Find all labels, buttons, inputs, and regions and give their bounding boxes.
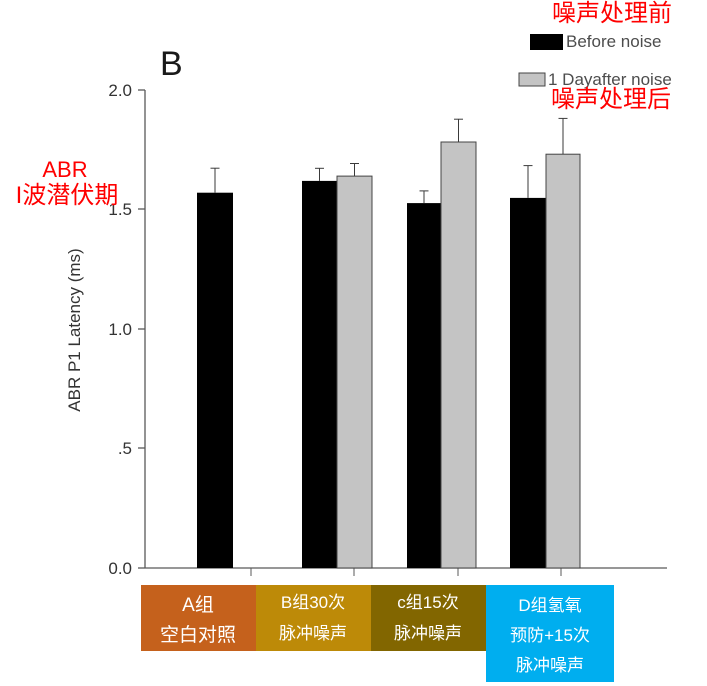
svg-text:c组15次: c组15次 bbox=[397, 593, 458, 612]
svg-text:I波潜伏期: I波潜伏期 bbox=[16, 182, 119, 209]
svg-text:0.0: 0.0 bbox=[108, 559, 132, 578]
svg-text:脉冲噪声: 脉冲噪声 bbox=[394, 624, 462, 643]
svg-text:A组: A组 bbox=[182, 594, 214, 616]
svg-text:.5: .5 bbox=[118, 439, 132, 458]
svg-text:D组氢氧: D组氢氧 bbox=[518, 596, 581, 615]
svg-text:空白对照: 空白对照 bbox=[160, 624, 236, 646]
svg-text:ABR P1 Latency (ms): ABR P1 Latency (ms) bbox=[65, 248, 84, 411]
svg-text:1.0: 1.0 bbox=[108, 320, 132, 339]
svg-text:脉冲噪声: 脉冲噪声 bbox=[279, 624, 347, 643]
svg-text:Before noise: Before noise bbox=[566, 32, 661, 51]
svg-text:脉冲噪声: 脉冲噪声 bbox=[516, 656, 584, 675]
svg-text:噪声处理前: 噪声处理前 bbox=[552, 0, 672, 27]
svg-text:ABR: ABR bbox=[42, 157, 87, 182]
svg-text:B组30次: B组30次 bbox=[281, 593, 345, 612]
svg-text:B: B bbox=[160, 45, 183, 83]
svg-text:2.0: 2.0 bbox=[108, 81, 132, 100]
svg-text:噪声处理后: 噪声处理后 bbox=[551, 86, 671, 113]
svg-text:预防+15次: 预防+15次 bbox=[510, 626, 590, 645]
